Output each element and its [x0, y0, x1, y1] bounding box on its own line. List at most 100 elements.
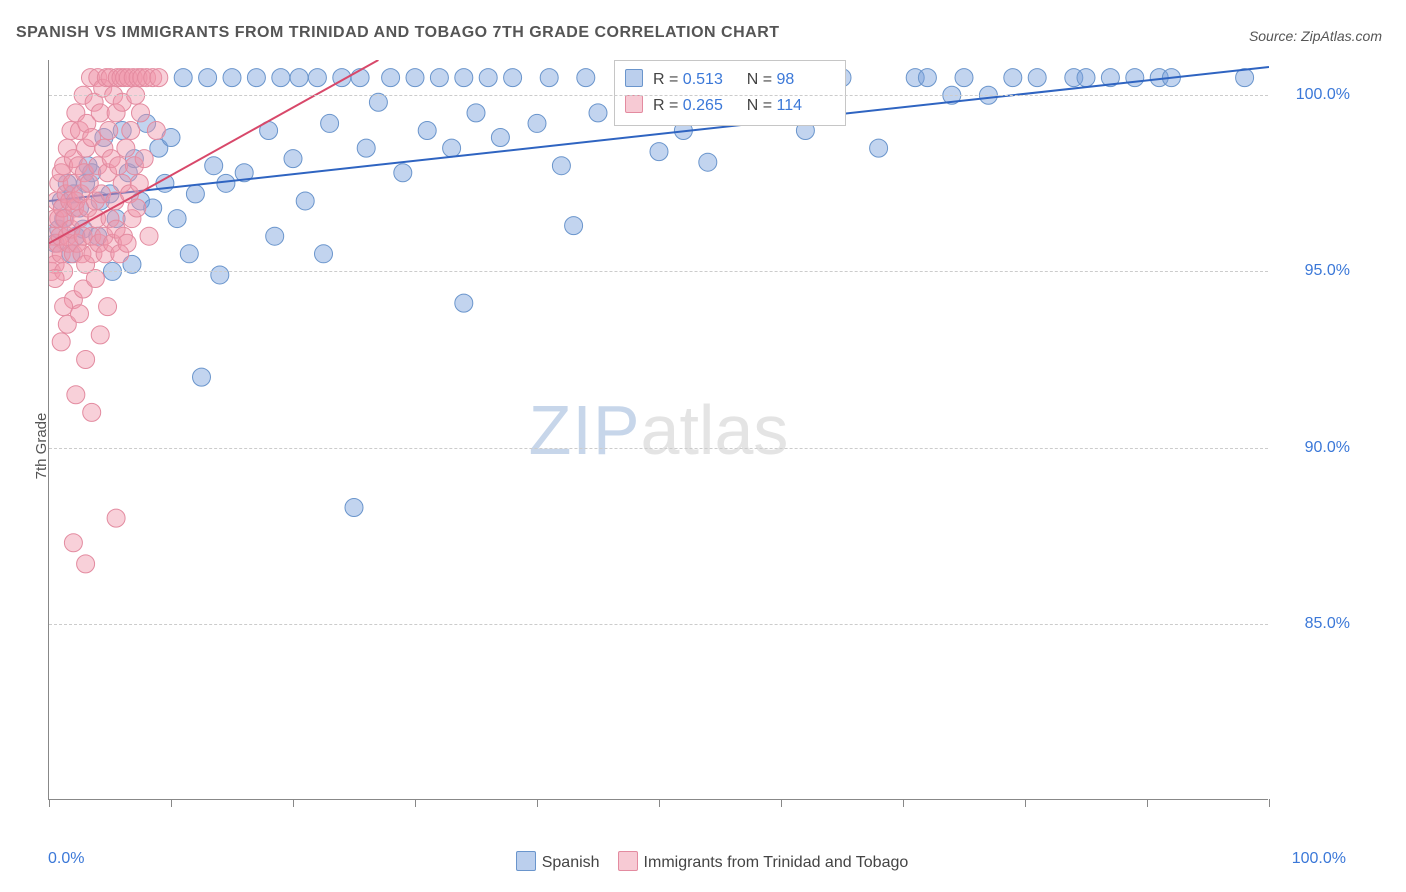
scatter-point [132, 104, 150, 122]
stats-legend-row: R = 0.265 N = 114 [625, 93, 831, 119]
x-tick [659, 799, 660, 807]
scatter-point [140, 227, 158, 245]
scatter-point [135, 150, 153, 168]
scatter-point [918, 69, 936, 87]
y-tick-label: 95.0% [1305, 262, 1350, 280]
scatter-point [99, 298, 117, 316]
scatter-point [1028, 69, 1046, 87]
scatter-point [174, 69, 192, 87]
scatter-point [118, 234, 136, 252]
x-tick [1025, 799, 1026, 807]
scatter-point [77, 555, 95, 573]
r-value: 0.513 [683, 67, 738, 93]
legend-label: Immigrants from Trinidad and Tobago [644, 854, 909, 871]
scatter-point [418, 121, 436, 139]
scatter-point [1077, 69, 1095, 87]
scatter-point [650, 143, 668, 161]
scatter-point [491, 129, 509, 147]
gridline-h [49, 95, 1268, 96]
scatter-point [357, 139, 375, 157]
scatter-point [504, 69, 522, 87]
scatter-point [577, 69, 595, 87]
x-tick [293, 799, 294, 807]
scatter-point [345, 499, 363, 517]
scatter-point [107, 509, 125, 527]
scatter-point [211, 266, 229, 284]
scatter-point [479, 69, 497, 87]
scatter-point [955, 69, 973, 87]
scatter-point [552, 157, 570, 175]
gridline-h [49, 271, 1268, 272]
scatter-point [247, 69, 265, 87]
scatter-point [315, 245, 333, 263]
x-tick [781, 799, 782, 807]
scatter-point [223, 69, 241, 87]
scatter-point [205, 157, 223, 175]
scatter-point [91, 326, 109, 344]
scatter-point [296, 192, 314, 210]
n-value: 98 [776, 67, 831, 93]
scatter-point [540, 69, 558, 87]
scatter-point [55, 298, 73, 316]
scatter-point [67, 386, 85, 404]
scatter-point [699, 153, 717, 171]
legend-swatch [625, 95, 643, 113]
scatter-point [443, 139, 461, 157]
scatter-point [186, 185, 204, 203]
scatter-point [168, 210, 186, 228]
scatter-point [199, 69, 217, 87]
scatter-point [528, 114, 546, 132]
r-label: R = [653, 71, 683, 88]
x-tick [1269, 799, 1270, 807]
scatter-point [83, 403, 101, 421]
x-tick [415, 799, 416, 807]
scatter-point [266, 227, 284, 245]
stats-legend: R = 0.513 N = 98R = 0.265 N = 114 [614, 60, 846, 126]
chart-title: SPANISH VS IMMIGRANTS FROM TRINIDAD AND … [16, 24, 780, 42]
scatter-point [394, 164, 412, 182]
scatter-point [147, 121, 165, 139]
scatter-point [71, 305, 89, 323]
scatter-point [321, 114, 339, 132]
scatter-point [64, 534, 82, 552]
scatter-point [117, 139, 135, 157]
r-value: 0.265 [683, 93, 738, 119]
stats-legend-row: R = 0.513 N = 98 [625, 67, 831, 93]
scatter-point [180, 245, 198, 263]
y-tick-label: 90.0% [1305, 439, 1350, 457]
legend-label: Spanish [542, 854, 600, 871]
scatter-point [565, 217, 583, 235]
scatter-point [290, 69, 308, 87]
scatter-point [308, 69, 326, 87]
scatter-point [406, 69, 424, 87]
chart-plot-area: ZIPatlas R = 0.513 N = 98R = 0.265 N = 1… [48, 60, 1268, 800]
scatter-point [430, 69, 448, 87]
legend-swatch [625, 69, 643, 87]
n-value: 114 [776, 93, 831, 119]
y-tick-label: 85.0% [1305, 615, 1350, 633]
scatter-point [455, 294, 473, 312]
scatter-point [110, 157, 128, 175]
source-label: Source: ZipAtlas.com [1249, 28, 1382, 44]
scatter-point [455, 69, 473, 87]
scatter-point [128, 199, 146, 217]
scatter-point [1126, 69, 1144, 87]
x-tick [537, 799, 538, 807]
x-tick [171, 799, 172, 807]
scatter-point [91, 104, 109, 122]
scatter-point [77, 351, 95, 369]
scatter-point [272, 69, 290, 87]
y-tick-label: 100.0% [1296, 86, 1350, 104]
gridline-h [49, 624, 1268, 625]
scatter-point [150, 69, 168, 87]
scatter-point [1004, 69, 1022, 87]
gridline-h [49, 448, 1268, 449]
chart-svg [49, 60, 1269, 800]
scatter-point [193, 368, 211, 386]
scatter-point [144, 199, 162, 217]
scatter-point [217, 174, 235, 192]
scatter-point [122, 121, 140, 139]
x-tick [903, 799, 904, 807]
scatter-point [284, 150, 302, 168]
scatter-point [870, 139, 888, 157]
